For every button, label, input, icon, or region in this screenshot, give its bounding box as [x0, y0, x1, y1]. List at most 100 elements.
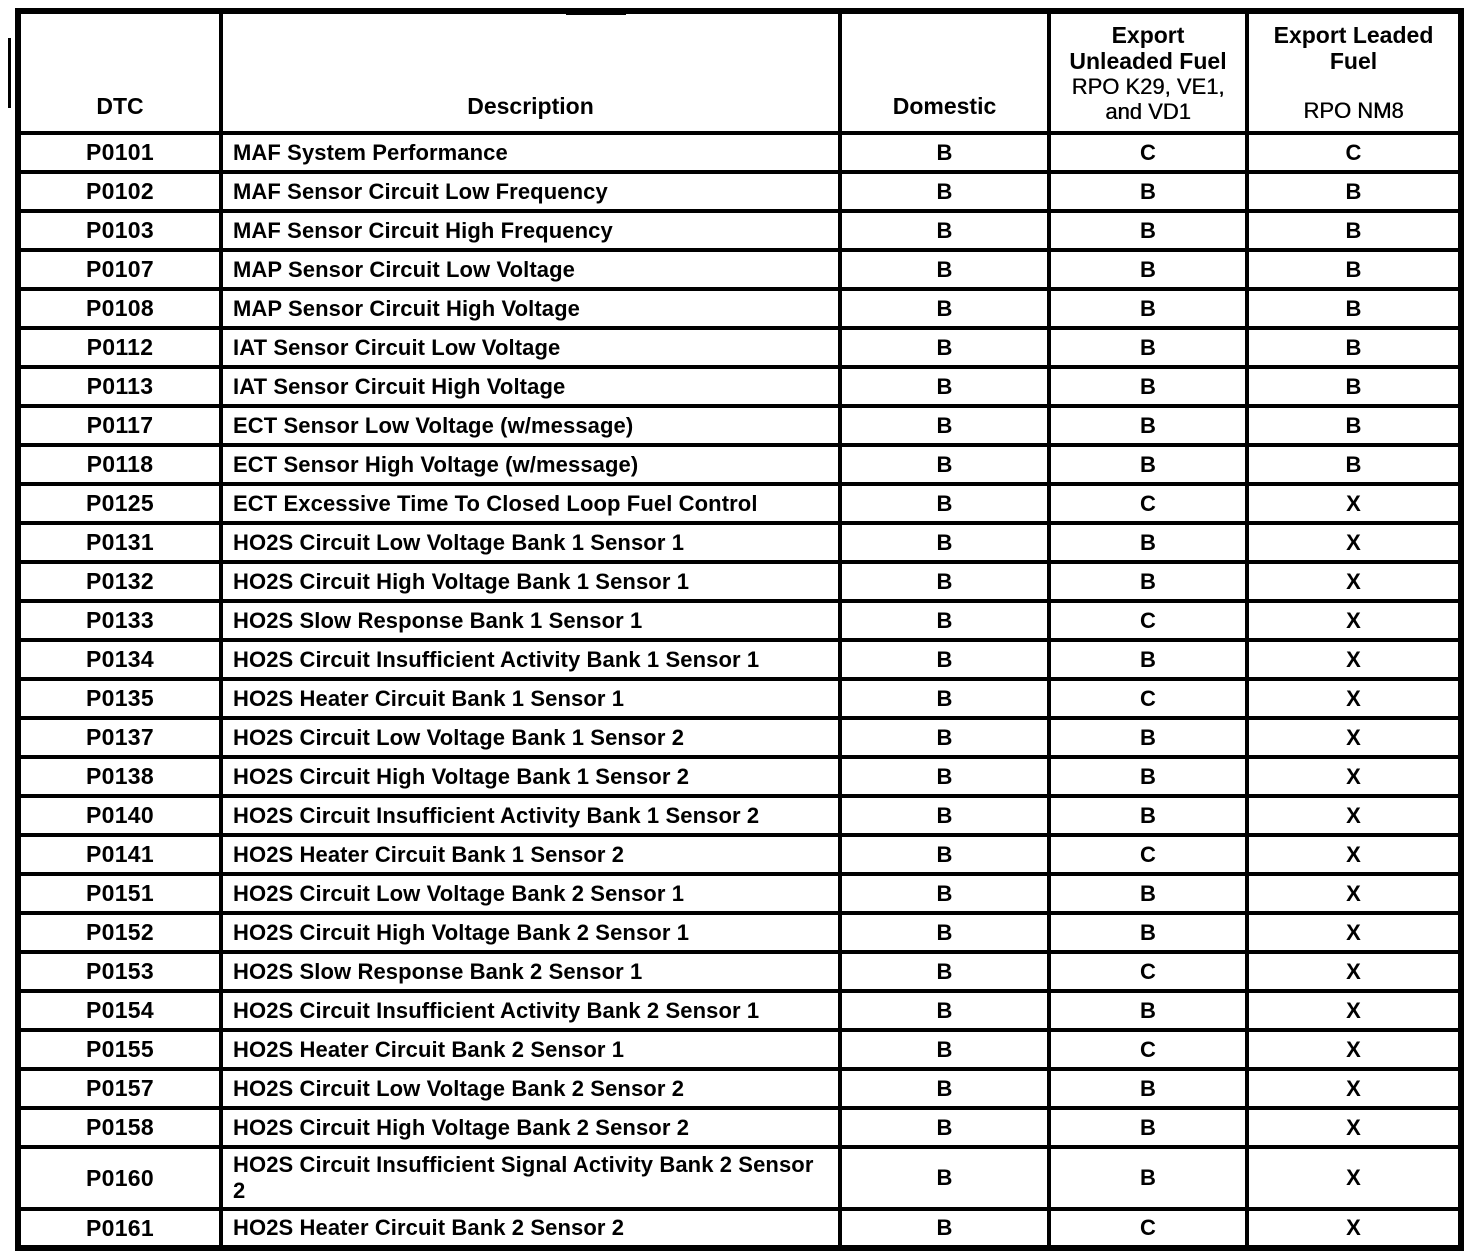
domestic-cell: B	[838, 911, 1051, 954]
table-row: P0131 HO2S Circuit Low Voltage Bank 1 Sen…	[16, 521, 1463, 564]
export-unleaded-cell: B	[1047, 716, 1249, 759]
dtc-table: DTC Description Domestic Export Unleaded…	[15, 8, 1464, 1251]
description-cell: HO2S Circuit High Voltage Bank 1 Sensor …	[219, 560, 842, 603]
table-row: P0155 HO2S Heater Circuit Bank 2 Sensor 1…	[16, 1028, 1463, 1071]
description-cell: HO2S Heater Circuit Bank 1 Sensor 1	[219, 677, 842, 720]
description-cell: HO2S Circuit Low Voltage Bank 2 Sensor 1	[219, 872, 842, 915]
description-cell: MAP Sensor Circuit Low Voltage	[219, 248, 842, 291]
export-leaded-rpo: RPO NM8	[1303, 98, 1404, 123]
description-cell: HO2S Heater Circuit Bank 2 Sensor 2	[219, 1207, 842, 1250]
domestic-cell: B	[838, 287, 1051, 330]
dtc-cell: P0132	[16, 560, 223, 603]
export-leaded-cell: X	[1245, 833, 1463, 876]
export-leaded-cell: X	[1245, 950, 1463, 993]
description-cell: MAF System Performance	[219, 131, 842, 174]
dtc-cell: P0153	[16, 950, 223, 993]
export-leaded-cell: B	[1245, 248, 1463, 291]
dtc-cell: P0154	[16, 989, 223, 1032]
domestic-cell: B	[838, 482, 1051, 525]
table-row: P0117 ECT Sensor Low Voltage (w/message) B…	[16, 404, 1463, 447]
dtc-cell: P0157	[16, 1067, 223, 1110]
domestic-cell: B	[838, 1106, 1051, 1149]
table-row: P0113 IAT Sensor Circuit High Voltage B B B	[16, 365, 1463, 408]
table-row: P0158 HO2S Circuit High Voltage Bank 2 Se…	[16, 1106, 1463, 1149]
col-header-export-leaded: Export Leaded Fuel RPO NM8	[1245, 9, 1463, 135]
description-cell: HO2S Circuit High Voltage Bank 1 Sensor …	[219, 755, 842, 798]
table-row: P0102 MAF Sensor Circuit Low Frequency B B B	[16, 170, 1463, 213]
col-header-dtc-label: DTC	[96, 93, 144, 119]
table-row: P0118 ECT Sensor High Voltage (w/message)…	[16, 443, 1463, 486]
export-leaded-cell: X	[1245, 1106, 1463, 1149]
scan-artifact	[566, 12, 626, 15]
export-leaded-cell: C	[1245, 131, 1463, 174]
header-row: DTC Description Domestic Export Unleaded…	[16, 9, 1463, 135]
table-row: P0132 HO2S Circuit High Voltage Bank 1 Se…	[16, 560, 1463, 603]
export-leaded-title-line1: Export Leaded	[1273, 22, 1434, 48]
export-leaded-cell: X	[1245, 1207, 1463, 1250]
export-leaded-cell: X	[1245, 755, 1463, 798]
scan-artifact	[8, 38, 11, 108]
col-header-description: Description	[219, 9, 842, 135]
dtc-cell: P0158	[16, 1106, 223, 1149]
table-row: P0112 IAT Sensor Circuit Low Voltage B B B	[16, 326, 1463, 369]
export-unleaded-cell: C	[1047, 1207, 1249, 1250]
table-row: P0141 HO2S Heater Circuit Bank 1 Sensor 2…	[16, 833, 1463, 876]
export-leaded-cell: X	[1245, 716, 1463, 759]
export-unleaded-cell: B	[1047, 326, 1249, 369]
export-leaded-cell: X	[1245, 482, 1463, 525]
export-leaded-cell: B	[1245, 170, 1463, 213]
export-leaded-cell: X	[1245, 677, 1463, 720]
export-unleaded-cell: B	[1047, 521, 1249, 564]
export-leaded-cell: X	[1245, 638, 1463, 681]
export-unleaded-cell: C	[1047, 482, 1249, 525]
domestic-cell: B	[838, 131, 1051, 174]
export-unleaded-cell: B	[1047, 638, 1249, 681]
domestic-cell: B	[838, 677, 1051, 720]
description-cell: HO2S Circuit Low Voltage Bank 1 Sensor 2	[219, 716, 842, 759]
dtc-cell: P0160	[16, 1145, 223, 1211]
export-leaded-cell: X	[1245, 989, 1463, 1032]
description-cell: HO2S Slow Response Bank 1 Sensor 1	[219, 599, 842, 642]
table-row: P0140 HO2S Circuit Insufficient Activity …	[16, 794, 1463, 837]
description-cell: ECT Sensor High Voltage (w/message)	[219, 443, 842, 486]
dtc-cell: P0134	[16, 638, 223, 681]
description-cell: HO2S Heater Circuit Bank 1 Sensor 2	[219, 833, 842, 876]
dtc-cell: P0140	[16, 794, 223, 837]
export-leaded-cell: X	[1245, 794, 1463, 837]
domestic-cell: B	[838, 404, 1051, 447]
table-body: P0101 MAF System Performance B C C P0102 MAF S…	[16, 131, 1463, 1250]
export-leaded-title: Export Leaded Fuel	[1251, 22, 1456, 74]
description-cell: HO2S Circuit Insufficient Activity Bank …	[219, 638, 842, 681]
export-leaded-cell: B	[1245, 209, 1463, 252]
domestic-cell: B	[838, 638, 1051, 681]
table-row: P0151 HO2S Circuit Low Voltage Bank 2 Sen…	[16, 872, 1463, 915]
export-unleaded-cell: B	[1047, 755, 1249, 798]
table-row: P0134 HO2S Circuit Insufficient Activity …	[16, 638, 1463, 681]
col-header-description-label: Description	[467, 93, 594, 119]
export-leaded-title-line2: Fuel	[1329, 48, 1378, 74]
description-cell: HO2S Circuit Insufficient Activity Bank …	[219, 989, 842, 1032]
domestic-cell: B	[838, 326, 1051, 369]
export-unleaded-title: Export Unleaded Fuel	[1053, 22, 1243, 74]
dtc-cell: P0141	[16, 833, 223, 876]
export-leaded-header-wrap: Export Leaded Fuel RPO NM8	[1251, 22, 1456, 123]
export-unleaded-cell: B	[1047, 794, 1249, 837]
export-leaded-cell: B	[1245, 287, 1463, 330]
description-cell: HO2S Circuit High Voltage Bank 2 Sensor …	[219, 911, 842, 954]
description-cell: HO2S Circuit Low Voltage Bank 1 Sensor 1	[219, 521, 842, 564]
domestic-cell: B	[838, 443, 1051, 486]
description-cell: HO2S Circuit Insufficient Signal Activit…	[219, 1145, 842, 1211]
dtc-cell: P0117	[16, 404, 223, 447]
export-unleaded-cell: B	[1047, 209, 1249, 252]
col-header-domestic-label: Domestic	[892, 93, 997, 119]
export-unleaded-cell: C	[1047, 599, 1249, 642]
dtc-cell: P0161	[16, 1207, 223, 1250]
domestic-cell: B	[838, 716, 1051, 759]
export-unleaded-cell: B	[1047, 1067, 1249, 1110]
export-leaded-cell: X	[1245, 1067, 1463, 1110]
description-cell: HO2S Heater Circuit Bank 2 Sensor 1	[219, 1028, 842, 1071]
table-row: P0152 HO2S Circuit High Voltage Bank 2 Se…	[16, 911, 1463, 954]
domestic-cell: B	[838, 209, 1051, 252]
table-row: P0137 HO2S Circuit Low Voltage Bank 1 Sen…	[16, 716, 1463, 759]
